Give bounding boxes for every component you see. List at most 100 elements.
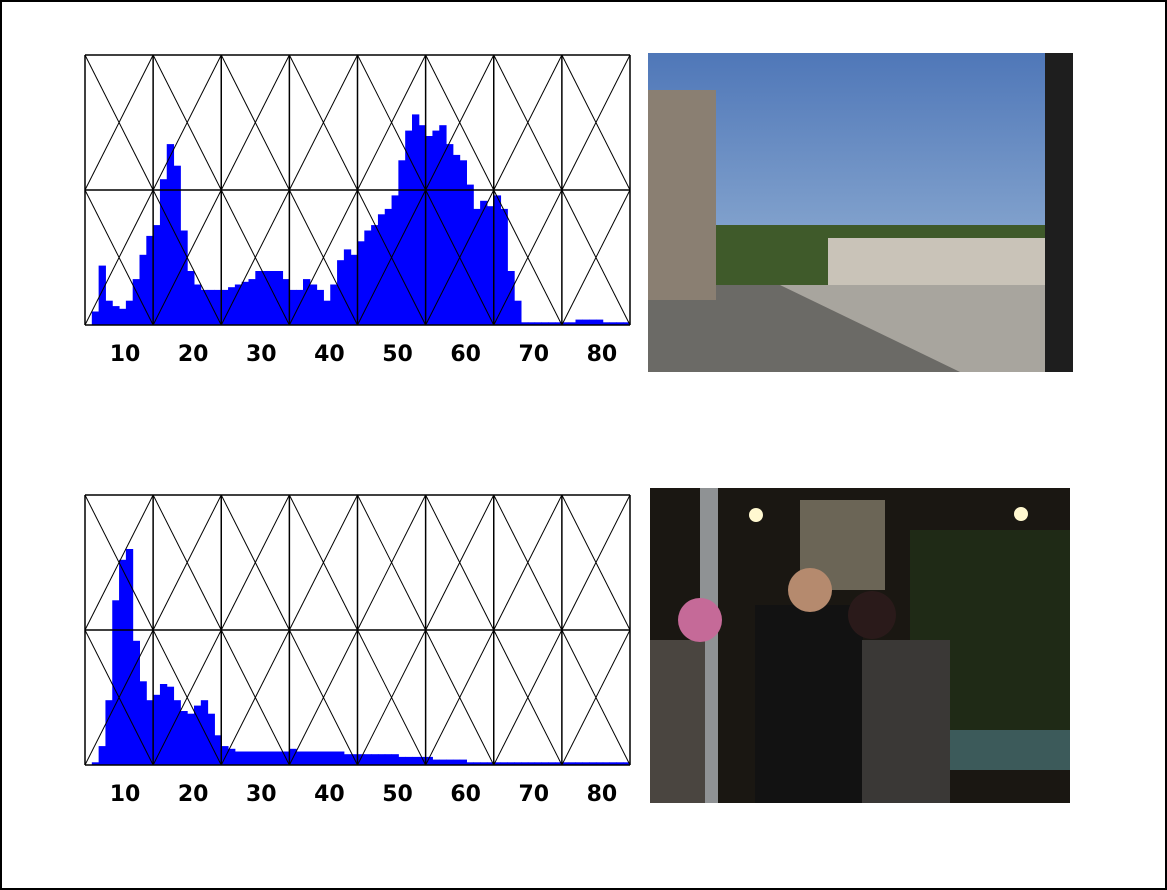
- histogram-bar: [507, 271, 514, 325]
- histogram-bar: [174, 700, 181, 765]
- histogram-bar: [296, 290, 303, 325]
- x-tick-label: 20: [178, 342, 209, 367]
- histogram-bar: [255, 271, 262, 325]
- histogram-bar: [412, 757, 419, 765]
- histogram-bar: [153, 695, 160, 765]
- histogram-bar: [582, 320, 589, 325]
- histogram-bar: [99, 746, 106, 765]
- histogram-bar: [596, 320, 603, 325]
- histogram-bar: [310, 285, 317, 326]
- histogram-bar: [364, 231, 371, 326]
- histogram-bar: [323, 301, 330, 325]
- histogram-bar: [269, 752, 276, 766]
- histogram-bar: [105, 700, 112, 765]
- histogram-bar: [180, 711, 187, 765]
- histogram-bar: [303, 752, 310, 766]
- histogram-bar: [392, 754, 399, 765]
- histogram-bar: [344, 249, 351, 325]
- histogram-bar: [501, 209, 508, 325]
- histogram-bar: [242, 752, 249, 766]
- histogram-bar: [446, 144, 453, 325]
- histogram-bar: [92, 312, 99, 326]
- histogram-bar: [412, 114, 419, 325]
- histogram-bar: [194, 706, 201, 765]
- histogram-bar: [228, 749, 235, 765]
- histogram-bar: [119, 309, 126, 325]
- histogram-bar: [133, 641, 140, 765]
- histogram-bar: [112, 600, 119, 765]
- histogram-bar: [467, 185, 474, 325]
- histogram-bar: [255, 752, 262, 766]
- x-tick-label: 60: [450, 342, 481, 367]
- histogram-bar: [160, 684, 167, 765]
- histogram-bar: [589, 320, 596, 325]
- histogram-bar: [398, 757, 405, 765]
- histogram-bar: [242, 282, 249, 325]
- histogram-bar: [228, 287, 235, 325]
- histogram-bar: [432, 760, 439, 765]
- histogram-bar: [112, 306, 119, 325]
- x-tick-label: 20: [178, 782, 209, 807]
- histogram-bar: [167, 144, 174, 325]
- page: 10203040506070801020304050607080 (() => …: [0, 0, 1167, 890]
- histogram-bar: [310, 752, 317, 766]
- histogram-bar: [426, 136, 433, 325]
- x-tick-label: 80: [587, 342, 618, 367]
- figure: 10203040506070801020304050607080: [0, 0, 1167, 890]
- x-tick-label: 40: [314, 342, 345, 367]
- histogram-bar: [344, 754, 351, 765]
- histogram-bar: [221, 290, 228, 325]
- histogram-bar: [140, 681, 147, 765]
- histogram-bar: [473, 209, 480, 325]
- x-tick-label: 60: [450, 782, 481, 807]
- x-tick-label: 40: [314, 782, 345, 807]
- histogram-bar: [576, 320, 583, 325]
- histogram-bar: [453, 155, 460, 325]
- histogram-bar: [201, 290, 208, 325]
- histogram-bar: [289, 290, 296, 325]
- histogram-bar: [494, 195, 501, 325]
- histogram-bar: [160, 179, 167, 325]
- histogram-bar: [385, 209, 392, 325]
- histogram-bar: [194, 285, 201, 326]
- histogram-bar: [480, 201, 487, 325]
- x-tick-label: 50: [382, 782, 413, 807]
- histogram-bar: [446, 760, 453, 765]
- histogram-bar: [460, 160, 467, 325]
- histogram-bar: [371, 754, 378, 765]
- histogram-bar: [208, 290, 215, 325]
- histogram-bar: [235, 752, 242, 766]
- histogram-bar: [269, 271, 276, 325]
- histogram-bar: [126, 301, 133, 325]
- histogram-bar: [119, 560, 126, 765]
- x-tick-label: 30: [246, 782, 277, 807]
- x-tick-label: 70: [519, 342, 550, 367]
- histogram-bar: [364, 754, 371, 765]
- histogram-bar: [187, 271, 194, 325]
- histogram-bar: [453, 760, 460, 765]
- histogram-bar: [385, 754, 392, 765]
- histogram-bar: [378, 754, 385, 765]
- histogram-bar: [317, 752, 324, 766]
- histogram-bar: [153, 225, 160, 325]
- x-tick-label: 10: [110, 782, 141, 807]
- histogram-bar: [378, 214, 385, 325]
- histogram-bar: [405, 757, 412, 765]
- histogram-bar: [180, 231, 187, 326]
- histogram-bar: [323, 752, 330, 766]
- histogram-bar: [514, 301, 521, 325]
- histogram-bar: [432, 131, 439, 325]
- histogram-bar: [317, 290, 324, 325]
- histogram-bar: [249, 752, 256, 766]
- histogram-bar: [337, 752, 344, 766]
- x-tick-label: 70: [519, 782, 550, 807]
- x-tick-label: 80: [587, 782, 618, 807]
- histogram-bar: [330, 752, 337, 766]
- histogram-bar: [371, 225, 378, 325]
- histogram-bar: [140, 255, 147, 325]
- histogram-bar: [439, 760, 446, 765]
- histogram-bar: [105, 301, 112, 325]
- histogram-bar: [330, 285, 337, 326]
- histogram-bar: [276, 271, 283, 325]
- x-tick-label: 30: [246, 342, 277, 367]
